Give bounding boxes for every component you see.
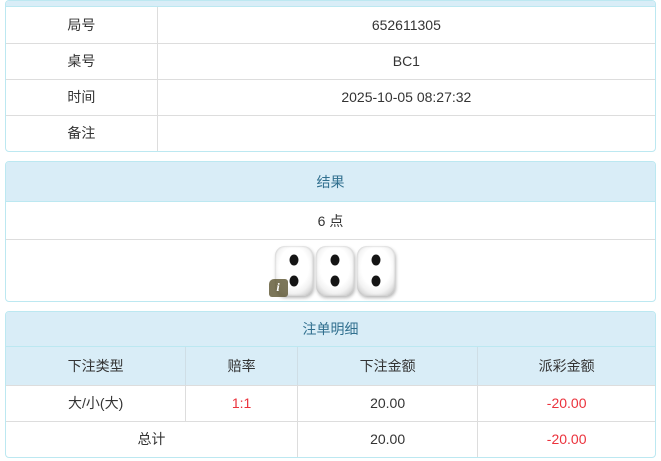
die-pip: [330, 254, 339, 266]
die-pip: [289, 254, 298, 266]
result-panel-heading: 结果: [6, 162, 655, 202]
die-pip: [330, 275, 339, 286]
die-3: [356, 245, 395, 296]
time-label: 时间: [6, 79, 158, 116]
bet-odds-cell: 1:1: [185, 385, 298, 422]
die-2: [315, 245, 354, 296]
info-icon[interactable]: i: [268, 278, 288, 297]
game-info-table: 局号 652611305 桌号 BC1 时间 2025-10-05 08:27:…: [6, 7, 655, 151]
table-row: 局号 652611305: [6, 7, 655, 44]
die-pip: [371, 254, 380, 266]
col-bet-type: 下注类型: [6, 347, 187, 386]
round-id-label: 局号: [6, 7, 158, 44]
time-value: 2025-10-05 08:27:32: [157, 79, 655, 116]
bets-header-row: 下注类型 赔率 下注金额 派彩金额: [6, 347, 655, 386]
die-1: i: [268, 245, 313, 297]
result-points: 6 点: [6, 202, 655, 240]
table-row: 桌号 BC1: [6, 43, 655, 80]
bet-details-panel: 注单明细 下注类型 赔率 下注金额 派彩金额 大/小(大) 1:1 20.00 …: [5, 311, 656, 458]
total-amount-cell: 20.00: [297, 421, 479, 457]
table-row: 大/小(大) 1:1 20.00 -20.00: [6, 385, 655, 422]
remark-label: 备注: [6, 115, 158, 151]
die-pip: [371, 275, 380, 286]
col-odds: 赔率: [185, 347, 298, 386]
dice-row: i: [6, 240, 655, 301]
bets-table: 下注类型 赔率 下注金额 派彩金额 大/小(大) 1:1 20.00 -20.0…: [6, 347, 655, 457]
bet-type-cell: 大/小(大): [6, 385, 187, 422]
remark-value: [157, 115, 655, 151]
info-panel-top-strip: [6, 1, 655, 7]
total-row: 总计 20.00 -20.00: [6, 421, 655, 457]
bet-payout-cell: -20.00: [477, 385, 655, 422]
game-info-panel: 局号 652611305 桌号 BC1 时间 2025-10-05 08:27:…: [5, 0, 656, 152]
bets-panel-heading: 注单明细: [6, 312, 655, 347]
dice-group: i: [267, 245, 395, 297]
round-id-value: 652611305: [157, 7, 655, 44]
table-row: 备注: [6, 115, 655, 151]
total-label-cell: 总计: [6, 421, 298, 457]
total-payout-cell: -20.00: [546, 431, 587, 448]
col-payout-amount: 派彩金额: [477, 347, 655, 386]
col-bet-amount: 下注金额: [297, 347, 479, 386]
table-row: 时间 2025-10-05 08:27:32: [6, 79, 655, 116]
table-id-value: BC1: [157, 43, 655, 80]
result-panel: 结果 6 点 i: [5, 161, 656, 302]
bet-amount-cell: 20.00: [297, 385, 479, 422]
table-id-label: 桌号: [6, 43, 158, 80]
die-pip: [289, 275, 298, 286]
